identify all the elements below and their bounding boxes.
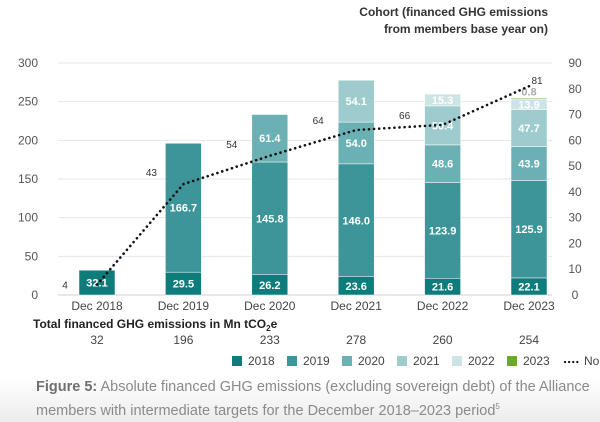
total-value: 254 [519,333,539,347]
data-label: 21.6 [432,282,453,294]
bar-segment [337,79,375,123]
bar-segment [251,114,289,163]
y-tick-label: 100 [18,211,38,225]
data-label: 54.0 [345,138,366,150]
y2-tick-label: 40 [568,185,582,199]
legend-swatch [232,356,242,366]
chart: 0 50 100 150 200 250 300 0 10 20 30 40 50 60 70 80 90 Coh… [18,5,600,368]
caption-label: Figure 5: [36,379,98,395]
legend-label: 2018 [248,354,275,368]
legend-swatch [287,356,297,366]
bar-segment [510,98,548,100]
x-tick-label: Dec 2023 [503,299,555,313]
total-value: 233 [260,333,280,347]
bar-segment [78,269,116,296]
y2-axis-title: Cohort (financed GHG emissions [359,5,548,19]
x-tick-label: Dec 2022 [417,299,469,313]
legend-swatch [452,356,462,366]
y2-tick-label: 30 [568,211,582,225]
data-label: 54.1 [345,96,366,108]
bar-segment [337,163,375,277]
legend-label: 2020 [358,354,385,368]
data-label: 0.8 [521,86,536,98]
x-tick-label: Dec 2018 [71,299,123,313]
caption-footnote: 5 [495,402,500,411]
total-value: 196 [173,333,193,347]
members-label: 64 [313,116,325,127]
y2-tick-label: 50 [568,159,582,173]
x-tick-label: Dec 2021 [331,299,383,313]
data-label: 61.4 [259,133,281,145]
y-tick-label: 250 [18,95,38,109]
legend-swatch [397,356,407,366]
y-tick-label: 200 [18,133,38,147]
bar-segment [165,143,202,273]
y2-tick-label: 90 [568,56,582,70]
x-tick-label: Dec 2020 [244,299,296,313]
bar-segment [510,180,548,279]
y2-tick-label: 10 [568,262,582,276]
y-tick-label: 300 [18,56,38,70]
data-label: 47.7 [518,123,539,135]
data-label: 145.8 [256,213,284,225]
bar-segment [510,109,548,147]
legend-swatch [342,356,352,366]
data-label: 48.6 [432,159,453,171]
data-label: 22.1 [518,281,539,293]
members-label: 43 [146,168,158,179]
legend-label: 2021 [413,354,440,368]
bar-segment [251,161,289,275]
bar-segment [424,144,461,183]
data-label: 29.5 [173,279,194,291]
bar-segment [424,182,461,279]
data-label: 23.6 [345,281,366,293]
x-tick-label: Dec 2019 [158,299,210,313]
members-label: 81 [531,76,543,87]
y2-tick-label: 0 [572,288,579,302]
data-label: 15.3 [432,95,453,107]
total-value: 32 [90,333,104,347]
members-label: 4 [62,281,68,292]
legend-label: 2022 [468,354,495,368]
data-label: 13.9 [518,99,539,111]
total-value: 278 [346,333,366,347]
y-tick-label: 0 [31,288,38,302]
y2-tick-label: 60 [568,133,582,147]
data-label: 146.0 [342,215,370,227]
y-tick-label: 50 [25,249,39,263]
y-tick-label: 150 [18,172,38,186]
totals-label: Total financed GHG emissions in Mn tCO2e [33,317,278,333]
bar-segment [424,93,461,107]
data-label: 125.9 [515,224,543,236]
data-label: 43.9 [518,159,539,171]
data-label: 123.9 [429,225,457,237]
y2-axis-title: from members base year on) [384,22,548,36]
figure-caption: Figure 5: Absolute financed GHG emission… [36,378,596,421]
y2-tick-label: 80 [568,82,582,96]
bar-segment [510,146,548,181]
legend-label: 2023 [523,354,550,368]
members-label: 54 [226,140,238,151]
legend-swatch [507,356,517,366]
caption-background [0,378,600,422]
data-label: 166.7 [170,203,198,215]
total-value: 260 [433,333,453,347]
members-label: 66 [399,111,411,122]
legend-label: 2019 [303,354,330,368]
caption-text: Absolute financed GHG emissions (excludi… [36,379,590,419]
data-label: 50.4 [432,120,454,132]
legend-label: No. of members [584,354,600,368]
y2-tick-label: 20 [568,236,582,250]
data-label: 26.2 [259,280,280,292]
y2-tick-label: 70 [568,108,582,122]
